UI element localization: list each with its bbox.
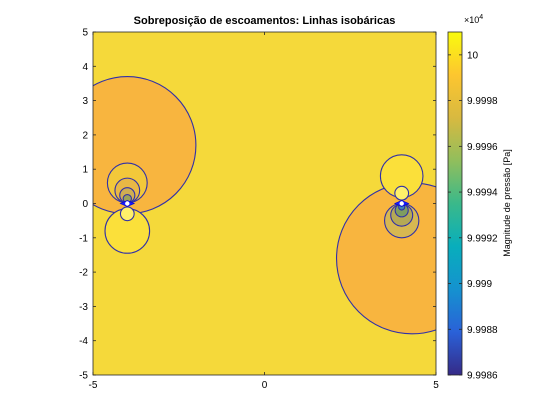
left-singularity-point: [125, 201, 130, 206]
colorbar-tick-label: 9.9988: [467, 325, 498, 336]
colorbar-tick-label: 9.9986: [467, 371, 498, 382]
colorbar-exponent: ×104: [464, 14, 483, 25]
y-tick-label: 2: [82, 130, 88, 141]
colorbar-gradient: [448, 32, 462, 375]
y-axis: 5 4 3 2 1 0 -1 -2 -3 -4 -5: [79, 28, 436, 382]
y-tick-label: 1: [82, 165, 88, 176]
x-tick-label: 5: [433, 380, 439, 391]
contour-lower-right-low-lobe: [336, 182, 436, 335]
y-tick-label: -4: [79, 336, 88, 347]
colorbar-label: Magnitude de pressão [Pa]: [502, 149, 512, 257]
x-axis: -5 0 5: [89, 32, 439, 391]
y-tick-label: 3: [82, 96, 88, 107]
contour-left-below-2: [119, 206, 135, 222]
right-singularity-point: [399, 201, 404, 206]
x-tick-label: 0: [262, 380, 268, 391]
y-tick-label: -2: [79, 268, 88, 279]
y-tick-label: -3: [79, 302, 88, 313]
contour-layer: [93, 76, 436, 335]
y-tick-label: -5: [79, 371, 88, 382]
colorbar-tick-label: 9.999: [467, 279, 492, 290]
y-tick-label: -1: [79, 233, 88, 244]
y-tick-label: 5: [82, 28, 88, 39]
colorbar: 10 9.9998 9.9996 9.9994 9.9992 9.999 9.9988 9.9…: [447, 14, 512, 382]
colorbar-ticks: 10 9.9998 9.9996 9.9994 9.9992 9.999 9.9988 9.9…: [448, 50, 498, 382]
contour-right-above-2: [394, 185, 410, 201]
colorbar-tick-label: 9.9992: [467, 233, 498, 244]
colorbar-frame: [447, 31, 463, 376]
chart-title: Sobreposição de escoamentos: Linhas isob…: [134, 15, 396, 27]
source-layer: [119, 200, 410, 207]
colorbar-tick-label: 9.9998: [467, 96, 498, 107]
y-tick-label: 0: [82, 199, 88, 210]
colorbar-tick-label: 10: [467, 50, 479, 61]
colorbar-tick-label: 9.9994: [467, 188, 498, 199]
plot-area: -5 0 5 5 4 3 2 1 0 -1 -2 -3 -4 -5: [79, 28, 439, 392]
y-tick-label: 4: [82, 62, 88, 73]
x-tick-label: -5: [89, 380, 98, 391]
colorbar-tick-label: 9.9996: [467, 142, 498, 153]
